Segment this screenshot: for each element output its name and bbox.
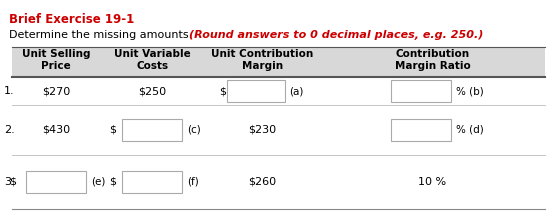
Text: Contribution
Margin Ratio: Contribution Margin Ratio [395,49,470,71]
Text: 3.: 3. [4,177,15,187]
Text: 10 %: 10 % [419,177,447,187]
FancyBboxPatch shape [227,80,284,102]
FancyBboxPatch shape [390,80,450,102]
Text: $270: $270 [42,86,70,96]
FancyBboxPatch shape [123,119,183,141]
FancyBboxPatch shape [123,171,183,193]
Text: $: $ [109,125,116,135]
Text: $250: $250 [139,86,167,96]
Text: $: $ [9,177,16,187]
Text: 2.: 2. [4,125,15,135]
Text: Brief Exercise 19-1: Brief Exercise 19-1 [9,13,134,26]
Text: 1.: 1. [4,86,15,96]
Text: $260: $260 [249,177,277,187]
Text: $230: $230 [249,125,277,135]
Text: $: $ [109,177,116,187]
Text: Determine the missing amounts.: Determine the missing amounts. [9,30,196,40]
Text: $430: $430 [42,125,70,135]
Text: Unit Contribution
Margin: Unit Contribution Margin [211,49,314,71]
Text: % (d): % (d) [455,125,483,135]
Text: (Round answers to 0 decimal places, e.g. 250.): (Round answers to 0 decimal places, e.g.… [189,30,483,40]
FancyBboxPatch shape [390,119,450,141]
FancyBboxPatch shape [26,171,86,193]
Text: Unit Variable
Costs: Unit Variable Costs [114,49,191,71]
Text: % (b): % (b) [455,86,483,96]
Text: $: $ [219,86,226,96]
Text: (a): (a) [289,86,304,96]
Text: (e): (e) [91,177,106,187]
Text: Unit Selling
Price: Unit Selling Price [22,49,90,71]
FancyBboxPatch shape [12,47,545,77]
Text: (f): (f) [188,177,199,187]
Text: (c): (c) [188,125,201,135]
